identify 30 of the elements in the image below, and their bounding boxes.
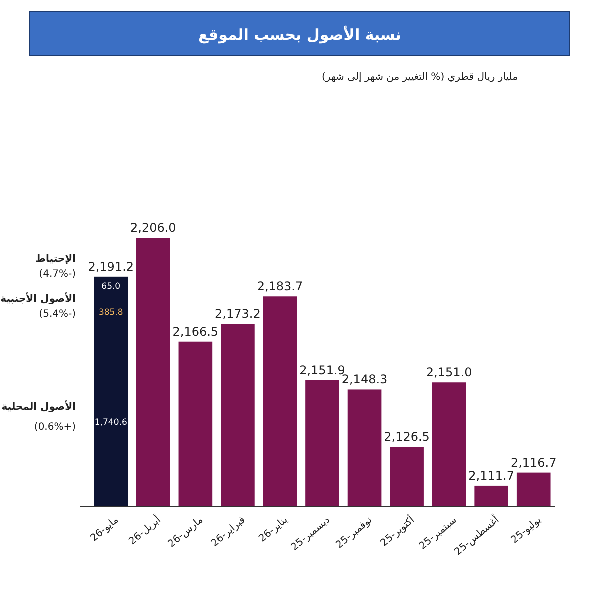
- data-label: 2,151.9: [300, 363, 346, 378]
- data-label: 2,166.5: [172, 324, 219, 339]
- data-label: 2,116.7: [510, 456, 557, 470]
- text: الأصول المحلية: [2, 400, 76, 413]
- x-tick-label: فبراير-26: [210, 514, 248, 550]
- data-label: 2,151.0: [426, 366, 472, 380]
- annotation: 65.0: [102, 282, 121, 292]
- data-label: 2,183.7: [257, 280, 304, 294]
- x-tick-label: يناير-26: [257, 514, 290, 545]
- annotation: 1,740.6: [94, 418, 128, 428]
- x-tick-label: أبريل-26: [126, 513, 164, 548]
- text: (-5.4%): [39, 309, 76, 320]
- x-tick-label: نوفمبر-25: [334, 514, 375, 552]
- data-label: 2,111.7: [468, 468, 514, 483]
- chart-title: نسبة الأصول بحسب الموقع: [198, 25, 402, 44]
- annotation: 385.8: [98, 308, 124, 318]
- x-tick-label: مارس-26: [166, 514, 206, 550]
- x-tick-label: يوليو-25: [510, 514, 544, 546]
- text: (+0.6%): [34, 422, 76, 433]
- data-label: 2,173.2: [215, 307, 261, 322]
- data-label: 2,126.5: [384, 430, 430, 444]
- data-label: 2,191.2: [88, 260, 134, 274]
- x-tick-label: أكتوبر-25: [378, 513, 418, 550]
- x-tick-label: مايو-26: [88, 514, 122, 544]
- data-label: 2,206.0: [130, 221, 176, 235]
- text: الأصول الأجنبية: [0, 292, 76, 305]
- chart-subtitle: مليار ريال قطري (% التغيير من شهر إلى شهر): [322, 72, 518, 83]
- x-tick-label: ديسمبر-25: [289, 514, 332, 554]
- text: (-4.7%): [39, 269, 76, 280]
- text: الإحتياط: [36, 254, 76, 265]
